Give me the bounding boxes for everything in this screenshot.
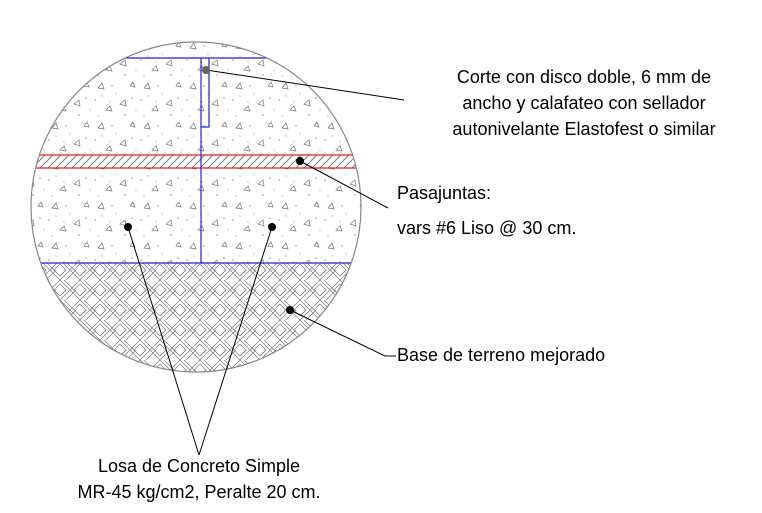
dot	[268, 223, 276, 231]
leaders	[127, 69, 405, 456]
concrete-slab	[31, 42, 361, 263]
leader	[127, 226, 200, 456]
leader	[289, 309, 396, 357]
callout-text: ancho y calafateo con sellador	[462, 93, 705, 113]
dot	[202, 66, 210, 74]
callout-text: MR-45 kg/cm2, Peralte 20 cm.	[77, 482, 320, 502]
detail-circle	[30, 41, 362, 373]
dot	[124, 223, 132, 231]
leader	[198, 226, 273, 456]
callout-text: vars #6 Liso @ 30 cm.	[397, 218, 576, 238]
leader	[299, 160, 389, 209]
base-layer	[31, 263, 361, 372]
section	[31, 42, 361, 372]
callout-text: Pasajuntas:	[397, 183, 491, 203]
dowel-band	[31, 155, 361, 168]
dot	[296, 157, 304, 165]
dot	[286, 306, 294, 314]
leader-dots	[124, 66, 304, 314]
callout-text: autonivelante Elastofest o similar	[452, 119, 715, 139]
callout-text: Corte con disco doble, 6 mm de	[457, 67, 711, 87]
callout-text: Base de terreno mejorado	[397, 345, 605, 365]
saw-cut	[201, 58, 210, 128]
leader	[205, 69, 405, 101]
callout-text: Losa de Concreto Simple	[98, 456, 300, 476]
